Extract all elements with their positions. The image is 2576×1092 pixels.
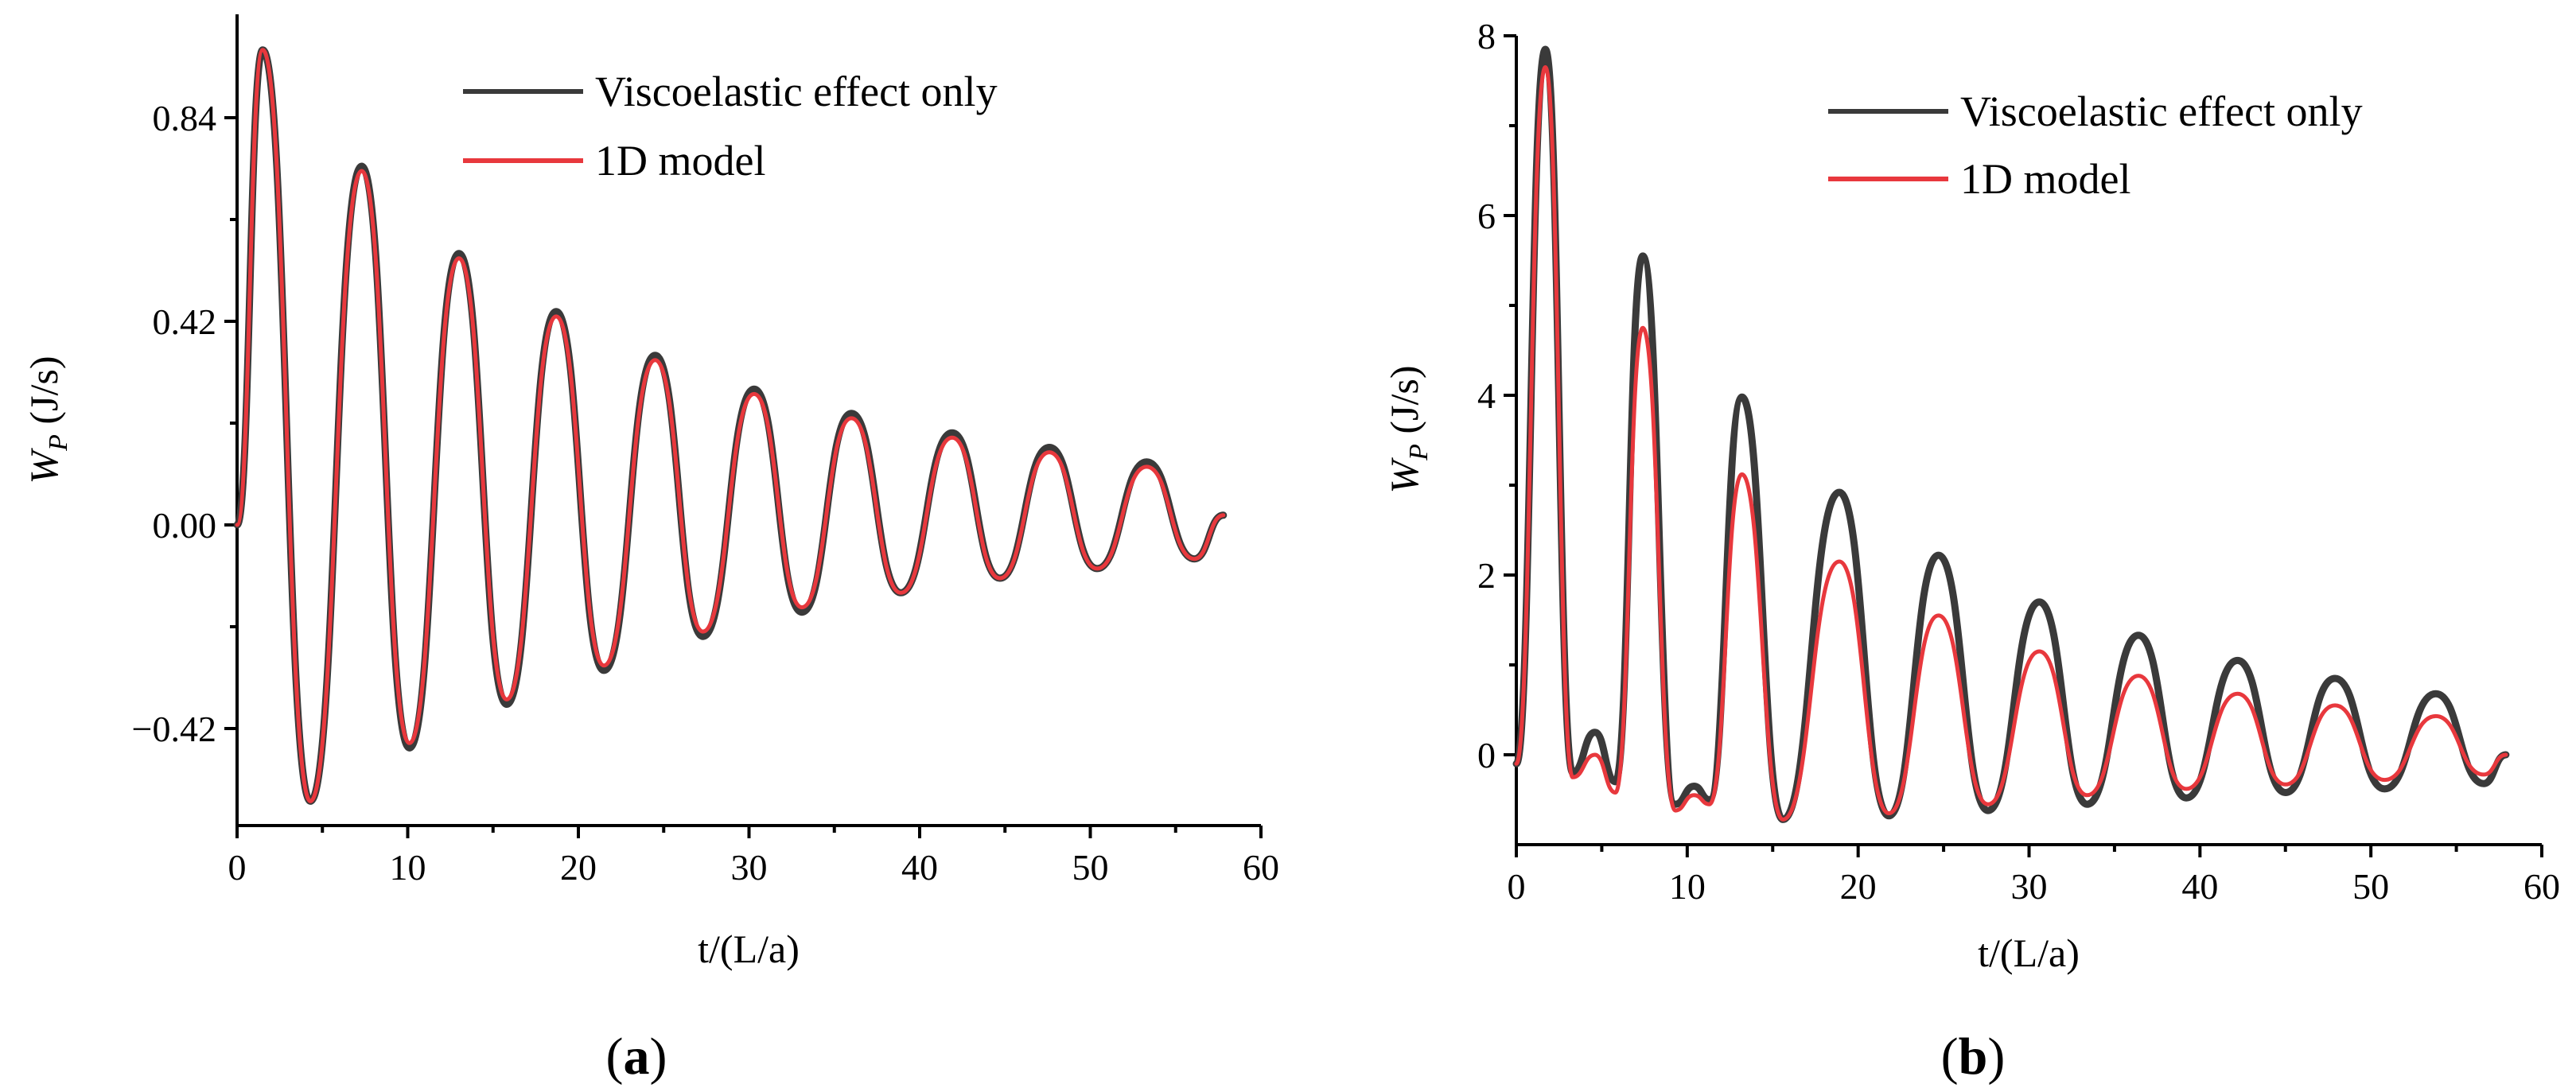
panel-a-x-tick-label-0: 0 [228,847,247,888]
panel-b: 0 10 20 30 40 50 60 0 2 4 6 8 Viscoelastic effect o… [1382,16,2560,1086]
panel-b-y-tick-label-3: 6 [1477,196,1496,236]
panel-b-series-1d-model-line [1514,65,2508,822]
panel-a-x-tick-label-5: 50 [1072,847,1109,888]
panel-a-caption-letter: a [624,1028,650,1086]
panel-b-caption-letter: b [1959,1028,1988,1086]
panel-b-y-tick-label-0: 0 [1477,735,1496,775]
panel-a-x-tick-label-3: 30 [731,847,768,888]
panel-b-x-tick-label-6: 60 [2523,866,2560,907]
panel-a-y-axis-label: WP (J/s) [21,356,73,484]
panel-b-y-tick-label-1: 2 [1477,555,1496,596]
panel-a: 0 10 20 30 40 50 60 0.84 0.42 0.00 −0.42 Viscoelas… [21,14,1279,1086]
panel-b-y-label-sub: P [1404,444,1434,461]
panel-b-y-label-unit: (J/s) [1382,365,1426,444]
panel-a-legend-label-0: Viscoelastic effect only [595,68,998,115]
panel-a-y-tick-label-1: 0.42 [153,301,217,342]
panel-b-x-tick-label-0: 0 [1508,866,1526,907]
panel-a-x-tick-label-1: 10 [390,847,426,888]
panel-a-y-tick-label-3: −0.42 [132,709,216,749]
panel-a-x-tick-label-2: 20 [560,847,597,888]
panel-b-x-tick-label-4: 40 [2181,866,2218,907]
panel-b-legend-label-1: 1D model [1960,155,2130,203]
panel-a-x-tick-label-6: 60 [1243,847,1279,888]
panel-a-y-label-main: W [21,448,66,484]
panel-a-series-1d-model-line [235,48,1226,803]
panel-b-y-tick-label-4: 8 [1477,16,1496,56]
panel-b-caption: (b) [1941,1028,2006,1086]
panel-a-y-tick-label-0: 0.84 [153,98,217,138]
panel-a-y-label-sub: P [44,434,73,452]
panel-b-x-tick-label-2: 20 [1840,866,1877,907]
panel-b-legend: Viscoelastic effect only 1D model [1828,87,2363,203]
panel-b-y-label-main: W [1382,457,1426,494]
panel-b-y-tick-label-2: 4 [1477,375,1496,416]
panel-b-x-tick-label-3: 30 [2011,866,2048,907]
panel-a-y-tick-label-2: 0.00 [153,505,217,546]
panel-a-legend-label-1: 1D model [595,137,765,185]
panel-b-x-tick-label-5: 50 [2352,866,2389,907]
panel-a-x-axis-label: t/(L/a) [698,927,800,971]
panel-b-x-tick-label-1: 10 [1669,866,1706,907]
panel-a-caption: (a) [606,1028,667,1086]
panel-a-legend: Viscoelastic effect only 1D model [463,68,998,185]
panel-a-y-label-unit: (J/s) [21,356,66,434]
panel-a-x-tick-label-4: 40 [901,847,938,888]
panel-b-x-axis-label: t/(L/a) [1978,931,2080,975]
panel-b-legend-label-0: Viscoelastic effect only [1960,87,2363,135]
panel-b-y-axis-label: WP (J/s) [1382,365,1434,493]
